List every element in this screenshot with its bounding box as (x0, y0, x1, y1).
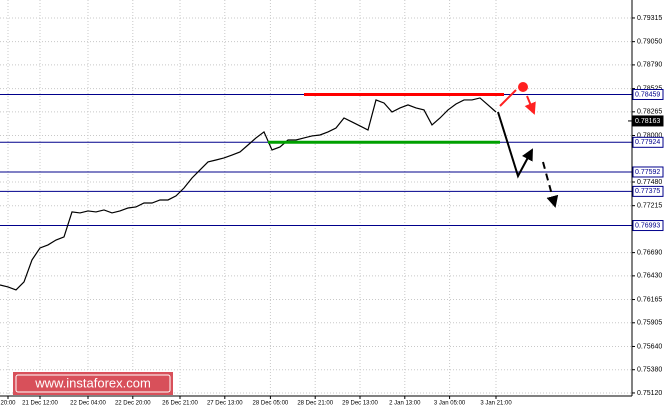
watermark: www.instaforex.com (13, 372, 173, 395)
arrow (499, 89, 517, 107)
level-label: 0.78459 (635, 91, 660, 98)
x-tick-label: 22 Dec 20:00 (115, 401, 151, 407)
level-label: 0.78163 (635, 118, 660, 125)
arrow (542, 161, 559, 208)
watermark-border (15, 374, 171, 393)
y-tick-label: 0.76165 (637, 296, 662, 303)
y-tick-label: 0.76690 (637, 249, 662, 256)
y-tick-label: 0.78525 (637, 85, 662, 92)
y-tick-label: 0.79315 (637, 15, 662, 22)
level-label-box (632, 88, 664, 100)
level-label-box (632, 185, 664, 197)
layer (0, 0, 632, 396)
level-label-box (632, 220, 664, 232)
y-tick-label: 0.75380 (637, 367, 662, 374)
y-tick-label: 0.79050 (637, 38, 662, 45)
level-label: 0.77375 (635, 188, 660, 195)
y-tick-label: 0.77480 (637, 179, 662, 186)
arrow (524, 95, 536, 115)
y-tick-label: 0.75905 (637, 320, 662, 327)
level-label: 0.77592 (635, 169, 660, 176)
level-label-box (632, 166, 664, 178)
marker-dot (518, 82, 528, 92)
y-tick-label: 0.76430 (637, 273, 662, 280)
level-label-box (632, 136, 664, 148)
x-tick-label: 2 Jan 13:00 (389, 401, 421, 407)
x-tick-label: 22 Dec 04:00 (70, 401, 106, 407)
x-tick-label: 28 Dec 21:00 (297, 401, 333, 407)
forecast-arrows (497, 82, 559, 208)
x-tick-label: 21 Dec 12:00 (22, 401, 58, 407)
arrow (497, 111, 533, 179)
level-label: 0.76993 (635, 222, 660, 229)
watermark-box (13, 372, 173, 395)
y-tick-label: 0.78790 (637, 62, 662, 69)
x-tick-label: 28 Dec 05:00 (253, 401, 289, 407)
level-label-box (632, 115, 664, 127)
plot-area (0, 0, 632, 396)
price-line (0, 97, 497, 291)
y-tick-label: 0.78000 (637, 132, 662, 139)
x-tick-label: 27 Dec 13:00 (207, 401, 243, 407)
x-tick-label: 20:00 (0, 401, 16, 407)
y-tick-label: 0.75120 (637, 390, 662, 397)
y-tick-label: 0.75640 (637, 343, 662, 350)
x-tick-label: 29 Dec 13:00 (342, 401, 378, 407)
y-tick-label: 0.77215 (637, 203, 662, 210)
x-tick-label: 3 Jan 05:00 (434, 401, 466, 407)
x-tick-label: 26 Dec 21:00 (162, 401, 198, 407)
watermark-text: www.instaforex.com (34, 375, 151, 390)
level-label: 0.77924 (635, 139, 660, 146)
y-tick-label: 0.78265 (637, 109, 662, 116)
x-tick-label: 3 Jan 21:00 (480, 401, 512, 407)
